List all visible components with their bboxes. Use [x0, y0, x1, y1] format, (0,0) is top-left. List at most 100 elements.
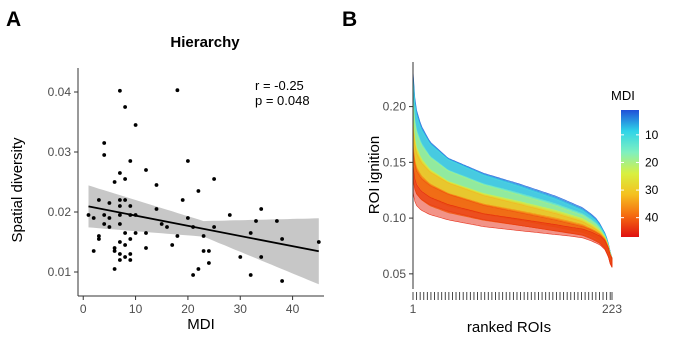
y-tick-label: 0.04: [48, 85, 72, 99]
panel-b-axes: 0.05 0.10 0.15 0.20 1 223: [383, 62, 622, 316]
chart-title: Hierarchy: [170, 34, 240, 51]
scatter-point: [107, 225, 112, 229]
scatter-point: [118, 240, 122, 244]
scatter-point: [144, 246, 148, 250]
scatter-point: [123, 231, 127, 235]
scatter-point: [175, 88, 180, 93]
scatter-point: [112, 249, 117, 253]
scatter-point: [123, 243, 127, 247]
scatter-point: [154, 183, 159, 187]
x-axis-title-b: ranked ROIs: [467, 319, 551, 336]
x-tick-label-b: 223: [602, 302, 622, 316]
scatter-points: [86, 88, 321, 283]
y-tick-label: 0.01: [48, 265, 72, 279]
scatter-point: [248, 273, 253, 277]
scatter-point: [102, 141, 107, 145]
scatter-point: [201, 249, 206, 253]
panel-a-scatter: A Hierarchy 0.01 0.02 0.03 0.04 0 10 20 30 40 r …: [6, 8, 324, 333]
scatter-point: [275, 219, 279, 223]
scatter-point: [207, 249, 211, 253]
scatter-point: [118, 222, 122, 226]
scatter-point: [128, 252, 133, 256]
colorbar: [621, 110, 639, 237]
ignition-ribbon: [412, 165, 613, 268]
y-axis-title-b: ROI ignition: [366, 136, 383, 214]
x-tick-label: 0: [80, 302, 87, 316]
scatter-point: [154, 207, 159, 211]
y-tick-label: 0.03: [48, 145, 72, 159]
correlation-p-annotation: p = 0.048: [255, 93, 310, 108]
scatter-point: [97, 237, 101, 241]
scatter-point: [165, 225, 169, 229]
scatter-point: [128, 159, 133, 163]
scatter-point: [112, 267, 117, 271]
scatter-point: [201, 234, 206, 238]
scatter-point: [180, 198, 185, 202]
scatter-point: [227, 213, 232, 217]
scatter-point: [191, 273, 196, 277]
scatter-point: [259, 255, 264, 259]
scatter-point: [118, 204, 122, 208]
scatter-point: [102, 222, 107, 226]
x-axis-title: MDI: [187, 316, 215, 333]
scatter-point: [212, 177, 217, 181]
x-tick-label-b: 1: [410, 302, 417, 316]
colorbar-tick-label: 40: [645, 211, 659, 225]
scatter-point: [128, 237, 133, 241]
x-tick-label: 10: [129, 302, 143, 316]
scatter-point: [280, 279, 284, 283]
scatter-point: [159, 222, 164, 226]
scatter-point: [170, 243, 175, 247]
y-tick-label-b: 0.20: [383, 100, 407, 114]
scatter-point: [254, 219, 258, 223]
scatter-point: [91, 249, 96, 253]
colorbar-tick-label: 30: [645, 183, 659, 197]
colorbar-tick-label: 20: [645, 155, 659, 169]
y-axis-title: Spatial diversity: [9, 137, 26, 243]
scatter-point: [118, 171, 122, 175]
scatter-point: [102, 213, 107, 217]
x-tick-label: 20: [181, 302, 195, 316]
scatter-point: [128, 204, 133, 208]
scatter-point: [238, 255, 243, 259]
scatter-point: [97, 234, 101, 238]
ignition-ribbons: [412, 70, 613, 268]
legend-title: MDI: [611, 88, 635, 103]
scatter-point: [112, 180, 117, 184]
regression-line: [88, 205, 319, 253]
scatter-point: [133, 231, 138, 235]
fit-line: [88, 205, 319, 253]
panel-b-ribbons: B 0.05 0.10 0.15 0.20 1 223 ranked ROIs ROI i…: [342, 8, 659, 336]
y-tick-label-b: 0.15: [383, 155, 407, 169]
scatter-point: [118, 213, 122, 217]
scatter-point: [118, 252, 122, 256]
x-tick-label: 40: [286, 302, 300, 316]
scatter-point: [212, 225, 217, 229]
scatter-point: [86, 213, 91, 217]
scatter-point: [259, 207, 264, 211]
correlation-r-annotation: r = -0.25: [255, 78, 304, 93]
scatter-point: [144, 168, 148, 172]
scatter-point: [123, 255, 127, 259]
scatter-point: [118, 258, 122, 262]
scatter-point: [196, 267, 201, 271]
scatter-point: [144, 231, 148, 235]
panel-b-letter: B: [342, 8, 357, 31]
scatter-point: [123, 177, 127, 181]
mdi-colorbar-legend: MDI 10 20 30 40: [611, 88, 659, 237]
scatter-point: [97, 198, 101, 202]
scatter-point: [207, 261, 211, 265]
scatter-point: [123, 105, 127, 109]
scatter-point: [196, 189, 201, 193]
x-tick-label: 30: [234, 302, 248, 316]
scatter-point: [133, 123, 138, 127]
scatter-point: [118, 198, 122, 202]
scatter-point: [112, 246, 117, 250]
panel-a-axes: 0.01 0.02 0.03 0.04 0 10 20 30 40: [48, 68, 324, 316]
scatter-point: [107, 201, 112, 205]
scatter-point: [102, 153, 107, 157]
scatter-point: [123, 198, 127, 202]
y-tick-label-b: 0.10: [383, 211, 407, 225]
y-tick-label: 0.02: [48, 205, 72, 219]
